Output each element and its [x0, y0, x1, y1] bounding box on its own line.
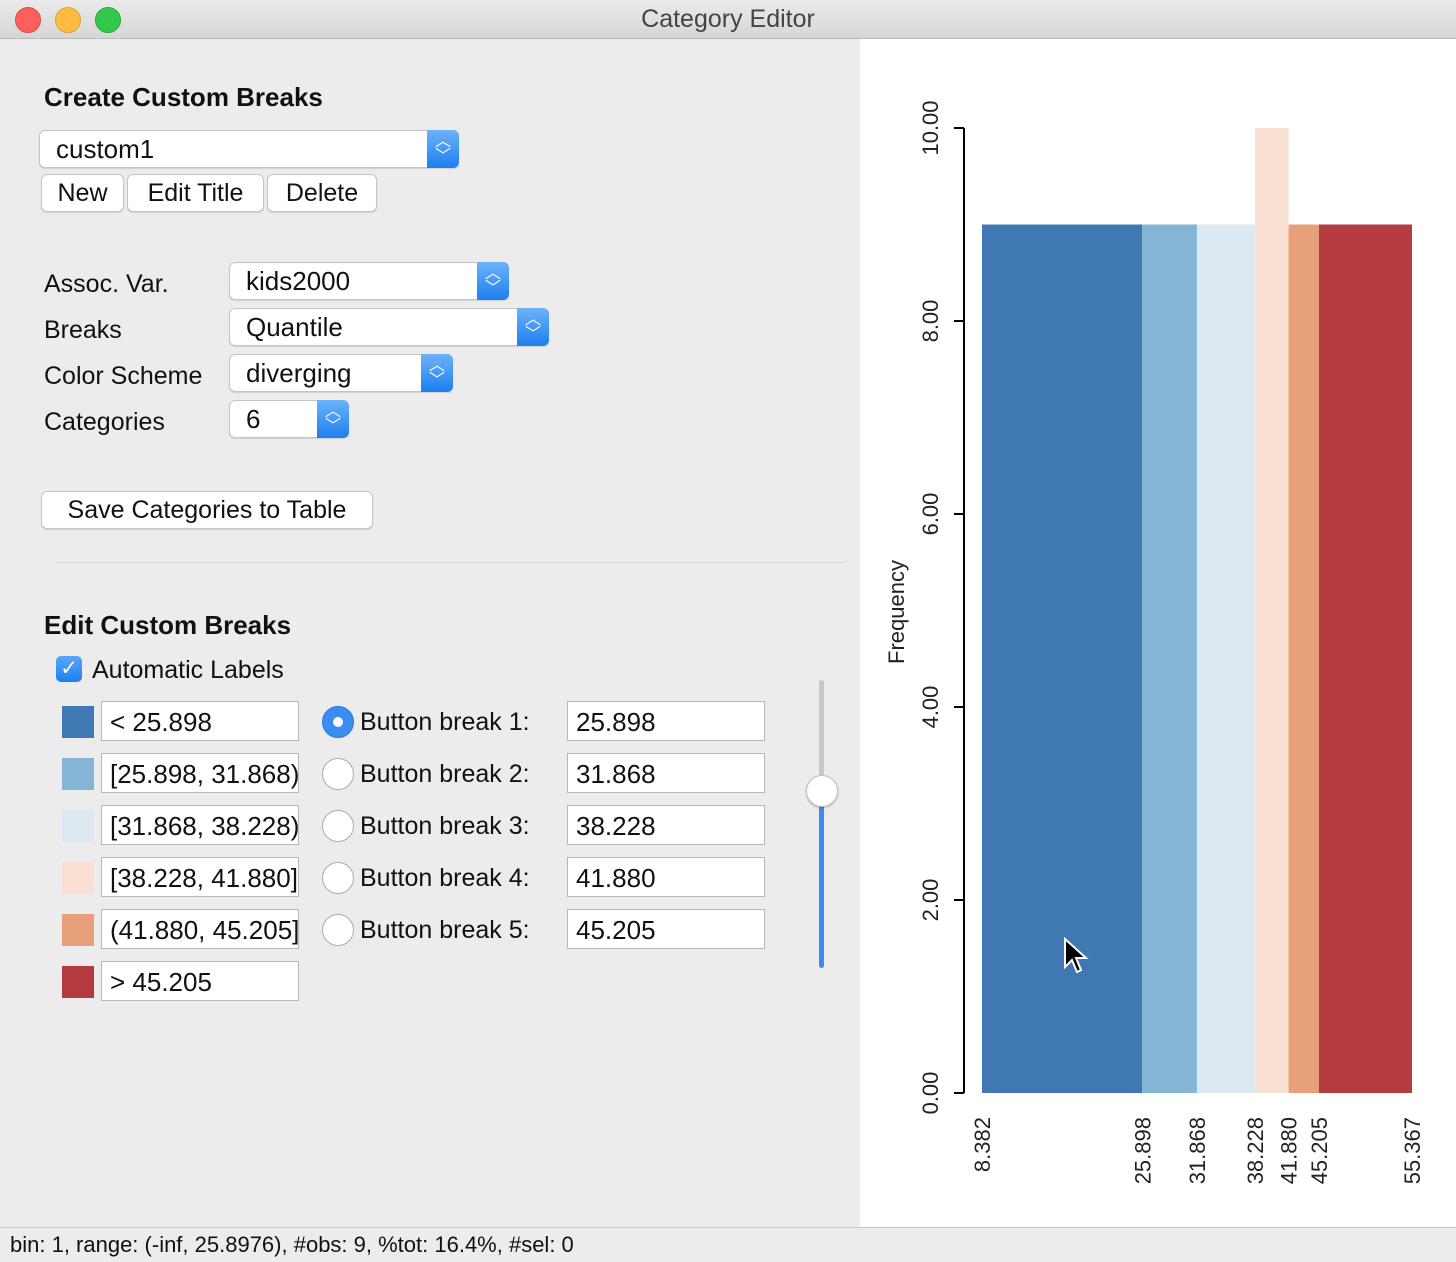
break-value-field-2[interactable]: 31.868 — [567, 753, 765, 793]
save-categories-button[interactable]: Save Categories to Table — [41, 491, 373, 529]
categories-stepper[interactable]: 6 ︿ ﹀ — [229, 400, 349, 438]
category-color-swatch-2[interactable] — [62, 758, 94, 790]
break-label-2: Button break 2: — [360, 760, 530, 788]
assoc-var-label: Assoc. Var. — [44, 270, 169, 298]
x-tick-label-4: 38.228 — [1243, 1117, 1268, 1184]
chevron-updown-icon[interactable]: ︿ ﹀ — [317, 400, 349, 438]
category-color-swatch-6[interactable] — [62, 966, 94, 998]
breaks-value: Quantile — [246, 312, 343, 342]
y-tick-label-3: 4.00 — [918, 686, 943, 729]
minimize-window-button[interactable] — [55, 7, 81, 33]
histogram-bar-2[interactable] — [1142, 224, 1197, 1094]
break-value-field-1[interactable]: 25.898 — [567, 701, 765, 741]
chevron-updown-icon: ︿ ﹀ — [477, 262, 509, 300]
break-radio-4[interactable] — [322, 862, 354, 894]
mouse-cursor-icon — [1064, 937, 1089, 974]
custom-break-select[interactable]: custom1 ︿ ﹀ — [39, 130, 459, 168]
histogram-bar-6[interactable] — [1318, 224, 1412, 1094]
break-radio-5[interactable] — [322, 914, 354, 946]
break-label-3: Button break 3: — [360, 812, 530, 840]
chevron-updown-icon: ︿ ﹀ — [421, 354, 453, 392]
title-bar: Category Editor — [0, 0, 1456, 39]
edit-breaks-heading: Edit Custom Breaks — [44, 610, 292, 640]
break-value-field-4[interactable]: 41.880 — [567, 857, 765, 897]
color-scheme-value: diverging — [246, 358, 352, 388]
x-tick-label-1: 8.382 — [970, 1117, 995, 1172]
break-value-field-5[interactable]: 45.205 — [567, 909, 765, 949]
x-tick-label-7: 55.367 — [1400, 1117, 1425, 1184]
break-slider-fill — [819, 791, 824, 968]
category-label-field-1[interactable]: < 25.898 — [101, 701, 299, 741]
break-slider-knob[interactable] — [806, 775, 838, 807]
status-text: bin: 1, range: (-inf, 25.8976), #obs: 9,… — [10, 1232, 574, 1257]
close-window-button[interactable] — [15, 7, 41, 33]
chevron-updown-icon: ︿ ﹀ — [517, 308, 549, 346]
x-tick-label-6: 45.205 — [1307, 1117, 1332, 1184]
x-tick-label-5: 41.880 — [1277, 1117, 1302, 1184]
section-divider — [56, 562, 846, 563]
y-axis-label: Frequency — [884, 560, 909, 664]
assoc-var-value: kids2000 — [246, 266, 351, 296]
break-radio-1[interactable] — [322, 706, 354, 738]
edit-title-button[interactable]: Edit Title — [127, 174, 264, 212]
delete-button[interactable]: Delete — [267, 174, 377, 212]
category-color-swatch-5[interactable] — [62, 914, 94, 946]
new-button[interactable]: New — [41, 174, 124, 212]
status-bar: bin: 1, range: (-inf, 25.8976), #obs: 9,… — [0, 1227, 1456, 1262]
category-label-field-5[interactable]: (41.880, 45.205] — [101, 909, 299, 949]
histogram-bar-5[interactable] — [1288, 224, 1319, 1094]
zoom-window-button[interactable] — [95, 7, 121, 33]
category-color-swatch-3[interactable] — [62, 810, 94, 842]
break-label-5: Button break 5: — [360, 916, 530, 944]
breaks-label: Breaks — [44, 316, 122, 344]
y-tick-label-5: 8.00 — [918, 300, 943, 343]
break-radio-2[interactable] — [322, 758, 354, 790]
histogram-bar-3[interactable] — [1196, 224, 1256, 1094]
break-label-1: Button break 1: — [360, 708, 530, 736]
custom-break-select-value: custom1 — [56, 134, 155, 164]
x-tick-label-2: 25.898 — [1130, 1117, 1155, 1184]
category-label-field-2[interactable]: [25.898, 31.868) — [101, 753, 299, 793]
break-radio-3[interactable] — [322, 810, 354, 842]
y-tick-label-2: 2.00 — [918, 879, 943, 922]
automatic-labels-checkbox[interactable]: ✓ — [56, 656, 82, 682]
break-label-4: Button break 4: — [360, 864, 530, 892]
y-tick-label-4: 6.00 — [918, 493, 943, 536]
color-scheme-select[interactable]: diverging ︿ ﹀ — [229, 354, 453, 392]
category-label-field-6[interactable]: > 45.205 — [101, 961, 299, 1001]
category-color-swatch-4[interactable] — [62, 862, 94, 894]
histogram-bar-1[interactable] — [982, 224, 1143, 1094]
window-title: Category Editor — [641, 5, 815, 33]
categories-label: Categories — [44, 408, 165, 436]
category-label-field-4[interactable]: [38.228, 41.880] — [101, 857, 299, 897]
x-tick-label-3: 31.868 — [1185, 1117, 1210, 1184]
categories-value: 6 — [246, 404, 261, 434]
histogram-panel: 0.00 2.00 4.00 6.00 8.00 10.00 8.382 25.898 31.… — [860, 39, 1456, 1227]
y-tick-label-1: 0.00 — [918, 1072, 943, 1115]
y-tick-label-6: 10.00 — [918, 100, 943, 155]
assoc-var-select[interactable]: kids2000 ︿ ﹀ — [229, 262, 509, 300]
category-color-swatch-1[interactable] — [62, 706, 94, 738]
histogram-chart[interactable]: 0.00 2.00 4.00 6.00 8.00 10.00 8.382 25.898 31.… — [860, 39, 1456, 1227]
automatic-labels-label: Automatic Labels — [92, 656, 284, 684]
color-scheme-label: Color Scheme — [44, 362, 203, 390]
category-label-field-3[interactable]: [31.868, 38.228) — [101, 805, 299, 845]
break-value-field-3[interactable]: 38.228 — [567, 805, 765, 845]
histogram-bar-4[interactable] — [1255, 128, 1289, 1093]
chevron-updown-icon: ︿ ﹀ — [427, 130, 459, 168]
create-breaks-heading: Create Custom Breaks — [44, 82, 323, 112]
breaks-select[interactable]: Quantile ︿ ﹀ — [229, 308, 549, 346]
